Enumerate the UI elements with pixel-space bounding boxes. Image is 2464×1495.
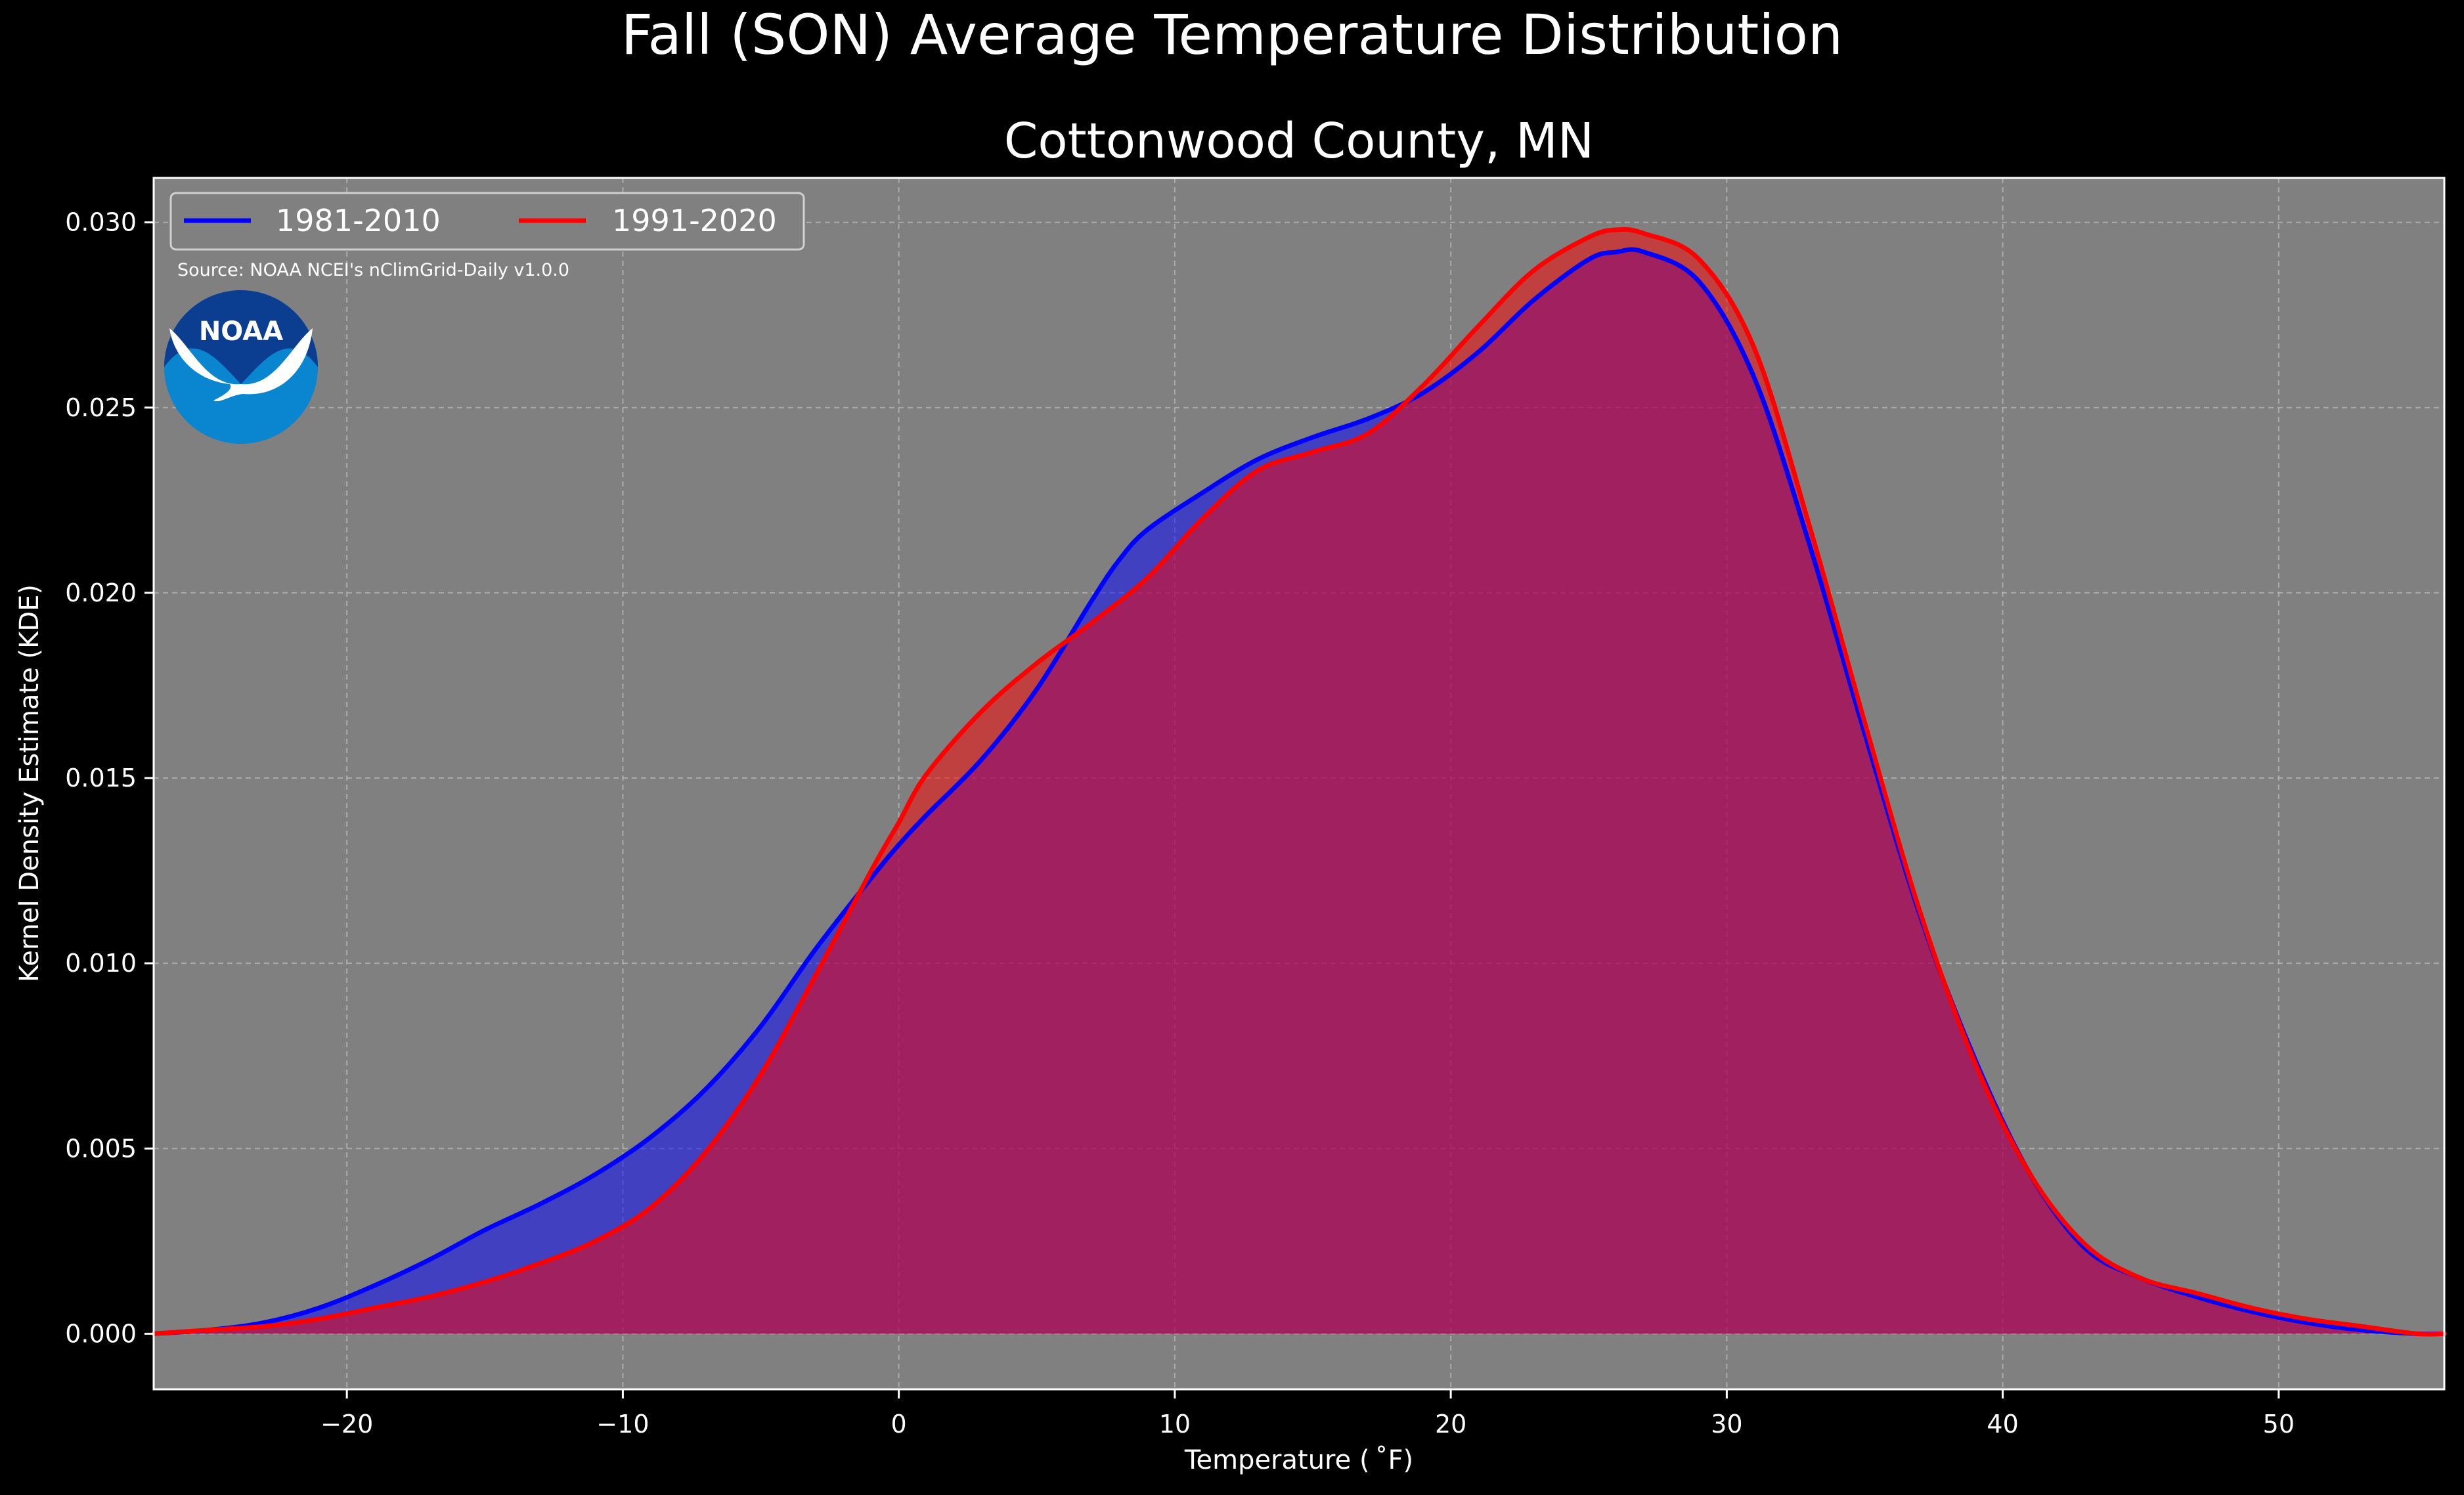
- source-note: Source: NOAA NCEI's nClimGrid-Daily v1.0…: [177, 260, 569, 280]
- x-tick-label: 0: [891, 1410, 907, 1439]
- x-axis-label: Temperature ( ˚F): [1184, 1445, 1413, 1475]
- y-tick-label: 0.000: [65, 1319, 137, 1348]
- legend-label-1981-2010: 1981-2010: [276, 203, 441, 238]
- x-tick-label: 50: [2263, 1410, 2295, 1439]
- x-tick-label: −20: [320, 1410, 373, 1439]
- x-tick-label: 20: [1435, 1410, 1466, 1439]
- y-tick-label: 0.020: [65, 578, 137, 607]
- suptitle: Fall (SON) Average Temperature Distribut…: [621, 3, 1843, 67]
- legend-box: [169, 192, 805, 251]
- y-tick-label: 0.025: [65, 393, 137, 422]
- noaa-logo-text: NOAA: [199, 316, 283, 347]
- density-areas: [154, 229, 2444, 1335]
- y-axis: 0.000 0.005 0.010 0.015 0.020 0.025 0.030: [65, 208, 154, 1348]
- noaa-logo-gull-icon: [169, 328, 313, 402]
- y-tick-label: 0.015: [65, 764, 137, 792]
- y-axis-label: Kernel Density Estimate (KDE): [14, 584, 45, 982]
- x-tick-label: −10: [596, 1410, 649, 1439]
- plot-frame: [152, 177, 2446, 1391]
- noaa-logo-sky: [164, 290, 318, 384]
- x-tick-label: 10: [1159, 1410, 1191, 1439]
- y-tick-label: 0.010: [65, 949, 137, 978]
- legend: 1981-2010 1991-2020: [169, 192, 805, 251]
- legend-label-1991-2020: 1991-2020: [612, 203, 777, 238]
- noaa-logo: NOAA: [164, 290, 318, 444]
- density-lines: [151, 227, 2447, 1337]
- x-tick-label: 30: [1711, 1410, 1742, 1439]
- x-tick-label: 40: [1987, 1410, 2018, 1439]
- x-axis: −20 −10 0 10 20 30 40 50: [320, 1389, 2295, 1439]
- chart-title: Cottonwood County, MN: [1004, 113, 1595, 169]
- density-line-1991-2020: [151, 227, 2447, 1337]
- y-tick-label: 0.005: [65, 1134, 137, 1163]
- y-tick-label: 0.030: [65, 208, 137, 237]
- density-area-1991-2020: [154, 229, 2444, 1335]
